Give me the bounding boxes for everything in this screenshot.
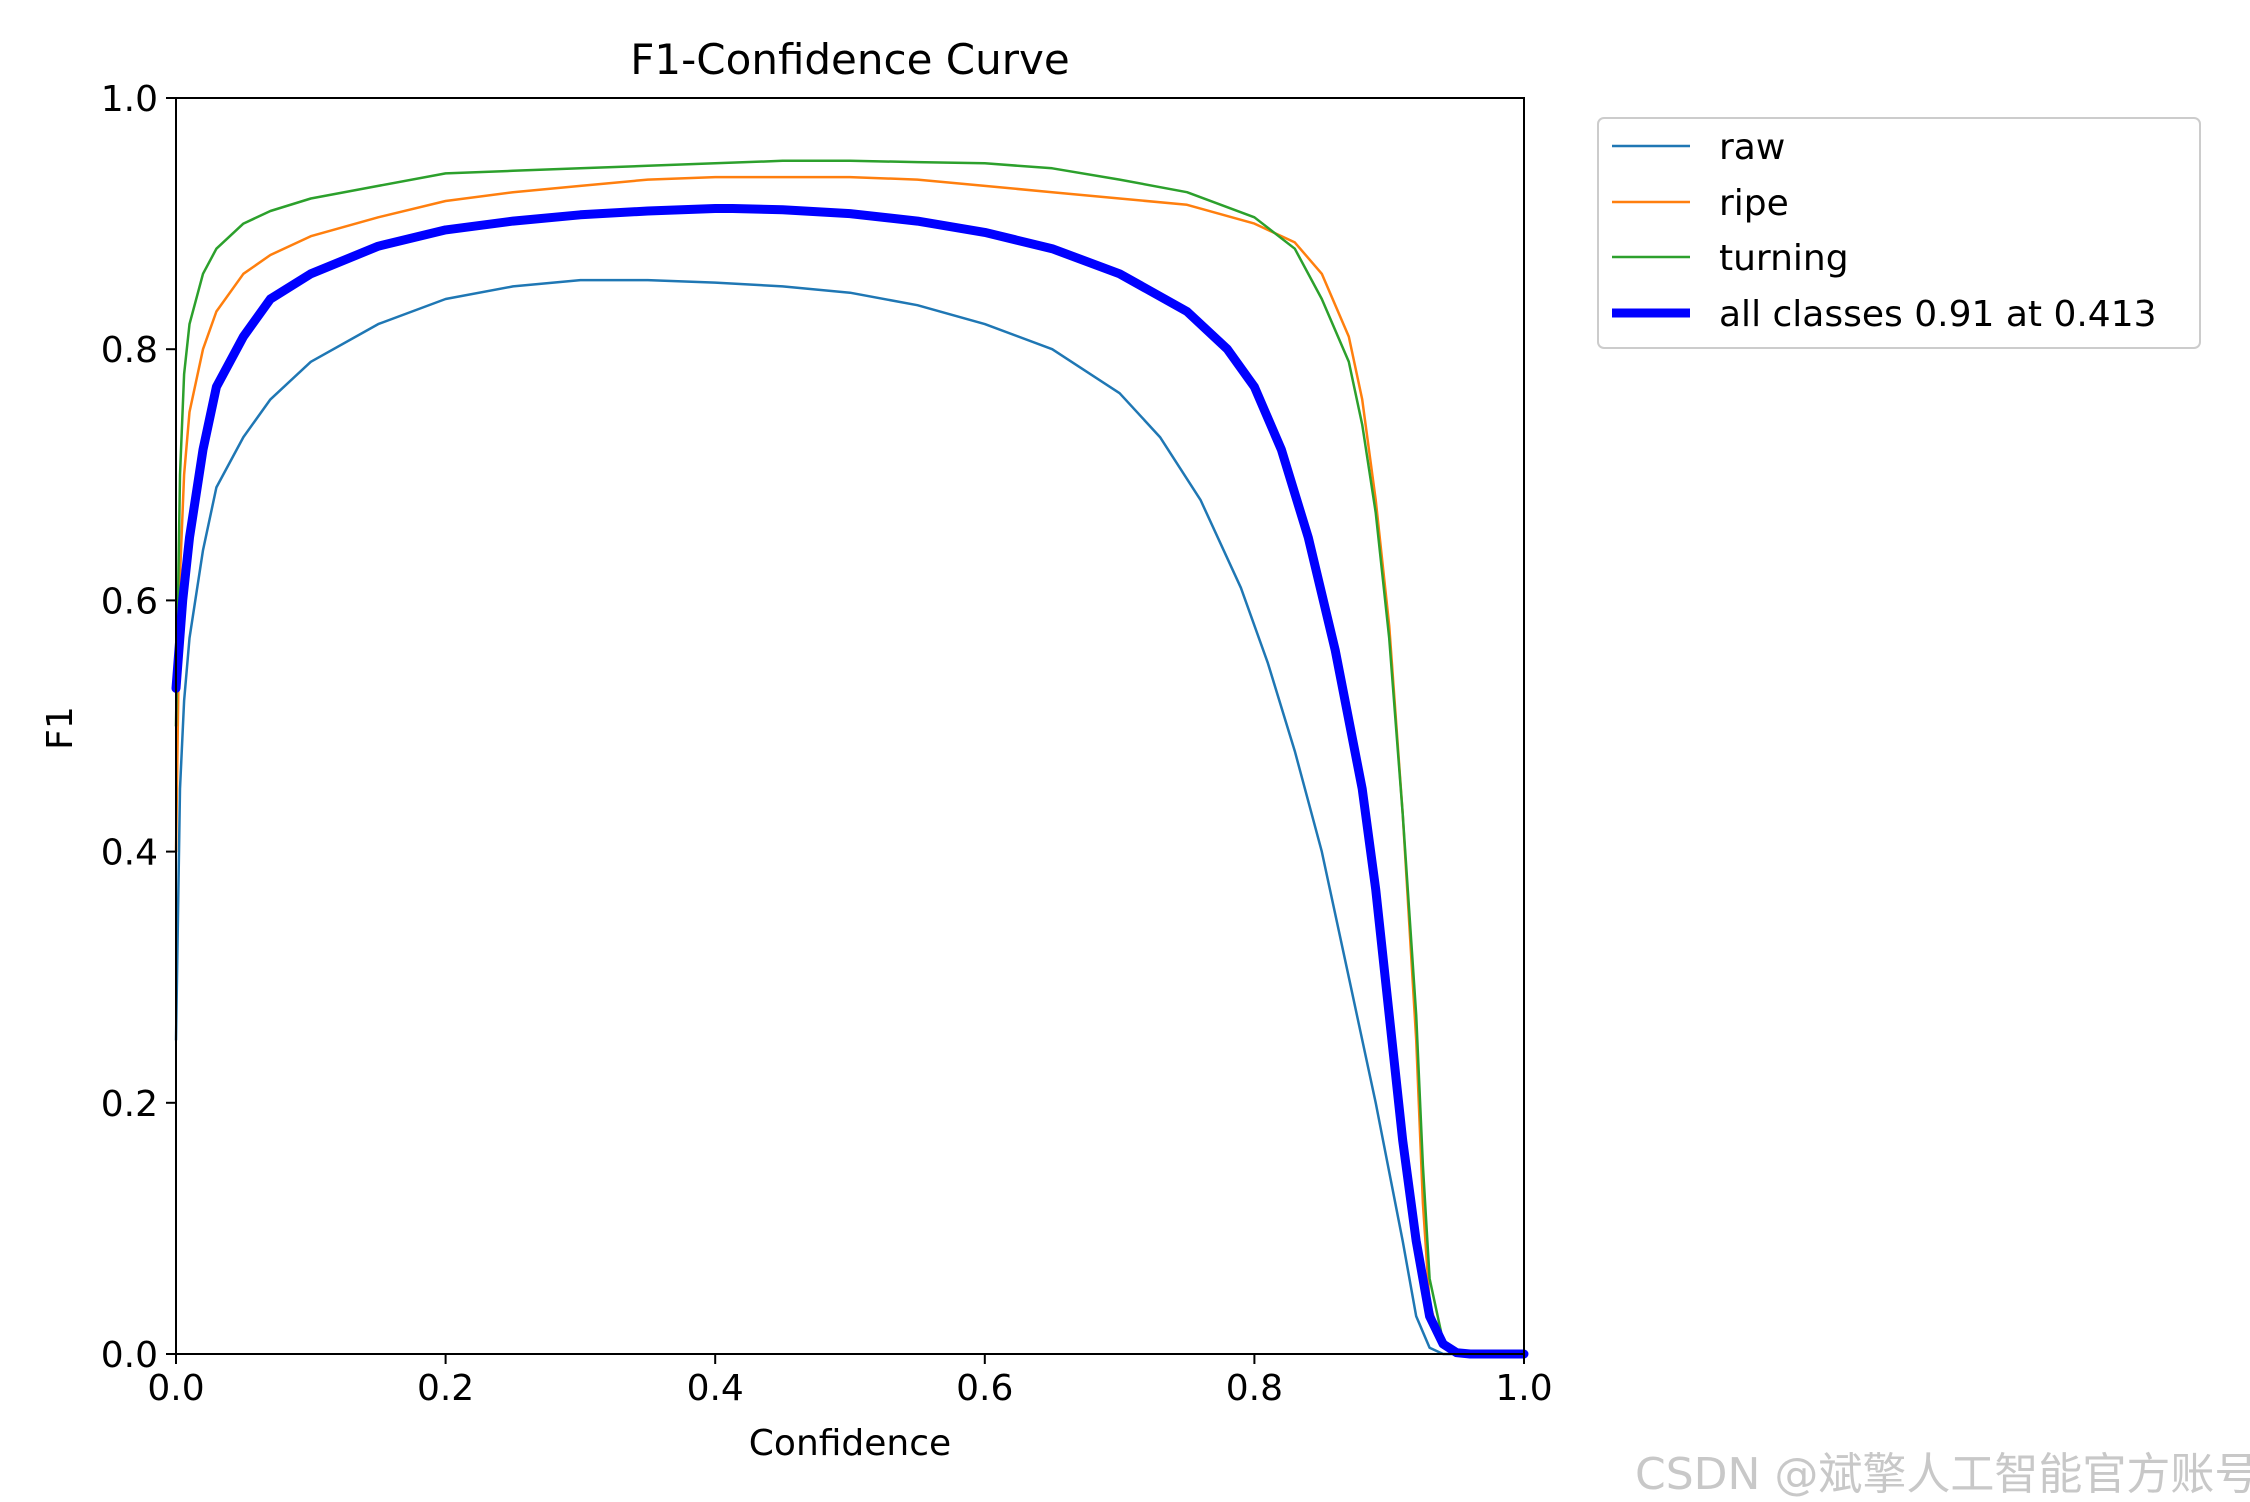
y-axis-label: F1 <box>40 706 81 750</box>
plot-frame <box>175 97 1525 1355</box>
series-line-turning <box>174 159 1526 1356</box>
watermark-text: CSDN @斌擎人工智能官方账号 <box>1635 1449 2250 1500</box>
series-line-all-classes <box>171 204 1529 1359</box>
y-tick-label: 0.6 <box>101 581 158 622</box>
x-tick-label: 0.8 <box>1226 1368 1283 1409</box>
y-tick-label: 1.0 <box>101 79 158 120</box>
legend-label-turning: turning <box>1719 238 1849 279</box>
x-axis-ticks: 0.0 0.2 0.4 0.6 0.8 1.0 <box>147 1354 1553 1409</box>
series-layer <box>171 159 1529 1359</box>
x-axis-label: Confidence <box>749 1423 951 1464</box>
legend-label-all-classes: all classes 0.91 at 0.413 <box>1719 294 2157 335</box>
x-tick-label: 0.0 <box>147 1368 204 1409</box>
series-line-raw <box>174 278 1526 1356</box>
legend-label-raw: raw <box>1719 127 1785 168</box>
x-tick-label: 1.0 <box>1495 1368 1552 1409</box>
x-tick-label: 0.6 <box>956 1368 1013 1409</box>
legend-label-ripe: ripe <box>1719 183 1789 224</box>
y-tick-label: 0.8 <box>101 330 158 371</box>
x-tick-label: 0.4 <box>687 1368 744 1409</box>
x-tick-label: 0.2 <box>417 1368 474 1409</box>
y-tick-label: 0.4 <box>101 833 158 874</box>
legend-items: raw ripe turning all classes 0.91 at 0.413 <box>1612 127 2157 335</box>
legend-box <box>1597 117 2201 349</box>
y-tick-label: 0.0 <box>101 1335 158 1376</box>
chart-title: F1-Confidence Curve <box>630 35 1069 84</box>
legend: raw ripe turning all classes 0.91 at 0.413 <box>1597 117 2201 349</box>
series-line-ripe <box>174 175 1526 1356</box>
y-tick-label: 0.2 <box>101 1084 158 1125</box>
y-axis-ticks: 0.0 0.2 0.4 0.6 0.8 1.0 <box>101 79 176 1376</box>
